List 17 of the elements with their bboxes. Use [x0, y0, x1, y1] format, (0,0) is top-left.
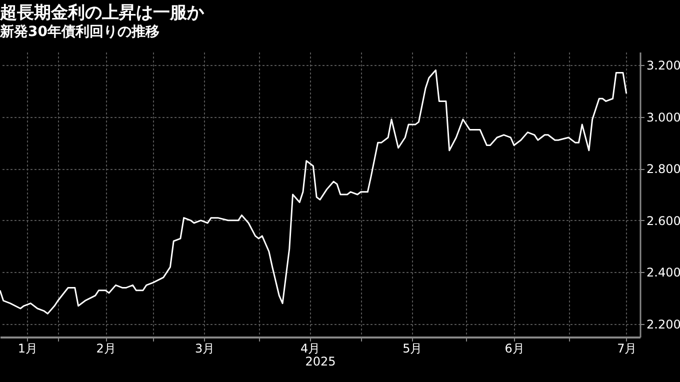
y-tick-label: 3.000 — [646, 110, 680, 124]
x-tick-label: 4月 — [300, 342, 320, 356]
x-tick-label: 5月 — [402, 342, 422, 356]
y-tick-label: 3.200 — [646, 58, 680, 72]
x-tick-label: 2月 — [96, 342, 116, 356]
line-series — [0, 69, 628, 314]
x-tick-label: 1月 — [18, 342, 38, 356]
chart-title: 超長期金利の上昇は一服か — [0, 3, 205, 23]
chart-subtitle: 新発30年債利回りの推移 — [0, 23, 160, 40]
y-tick-label: 2.800 — [646, 162, 680, 176]
y-tick-label: 2.200 — [646, 318, 680, 332]
x-axis-title: 2025 — [305, 354, 336, 368]
y-tick-label: 2.400 — [646, 266, 680, 280]
y-tick-label: 2.600 — [646, 214, 680, 228]
x-tick-label: 3月 — [194, 342, 215, 356]
x-tick-label: 6月 — [504, 342, 524, 356]
x-tick-label: 7月 — [617, 342, 637, 356]
